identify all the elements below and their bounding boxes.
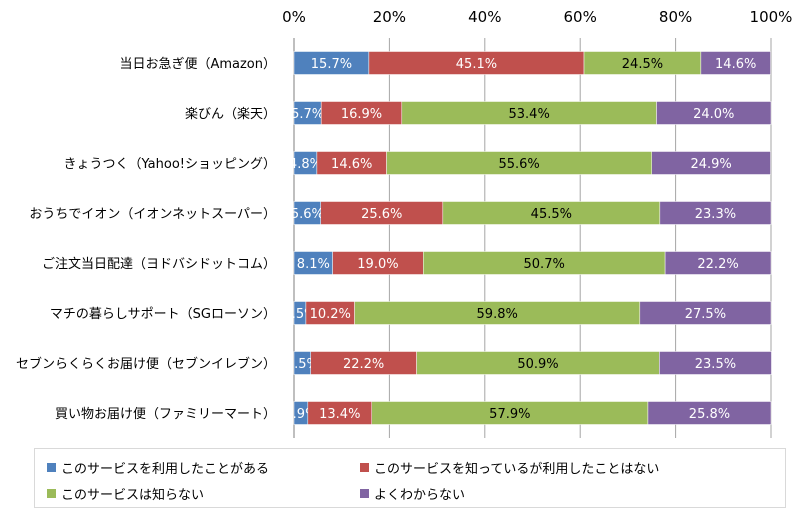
data-label: 15.7% <box>311 57 352 72</box>
data-label: 53.4% <box>509 107 550 122</box>
data-label: 10.2% <box>310 307 351 322</box>
category-label: きょうつく（Yahoo!ショッピング） <box>64 157 276 172</box>
bar-segment <box>700 51 771 75</box>
legend-item-not-sure: よくわからない <box>360 484 465 503</box>
bar-segment <box>647 401 772 425</box>
legend-item-used: このサービスを利用したことがある <box>47 458 269 477</box>
legend-swatch-unknown <box>47 489 56 498</box>
x-tick-label: 40% <box>468 8 501 26</box>
legend-item-unknown: このサービスは知らない <box>47 484 204 503</box>
data-label: 55.6% <box>498 157 539 172</box>
legend-swatch-used <box>47 463 56 472</box>
bar-segment <box>639 301 772 325</box>
data-label: 4.8% <box>289 157 322 172</box>
x-tick-label: 20% <box>373 8 406 26</box>
bar-segment <box>659 201 772 225</box>
data-label: 14.6% <box>715 57 756 72</box>
data-label: 45.5% <box>531 207 572 222</box>
legend-swatch-known-not-used <box>360 463 369 472</box>
legend-item-known-not-used: このサービスを知っているが利用したことはない <box>360 458 659 477</box>
x-tick-label: 60% <box>564 8 597 26</box>
data-label: 45.1% <box>456 57 497 72</box>
legend-swatch-not-sure <box>360 489 369 498</box>
category-label: 買い物お届け便（ファミリーマート） <box>55 407 276 422</box>
data-label: 25.6% <box>361 207 402 222</box>
data-label: 24.5% <box>622 57 663 72</box>
data-label: 5.6% <box>291 207 324 222</box>
category-label: おうちでイオン（イオンネットスーパー） <box>29 207 276 222</box>
data-label: 16.9% <box>341 107 382 122</box>
chart-legend: このサービスを利用したことがある このサービスを知っているが利用したことはない … <box>34 448 786 508</box>
legend-label-known-not-used: このサービスを知っているが利用したことはない <box>374 462 660 477</box>
data-label: 27.5% <box>685 307 726 322</box>
bar-segment <box>664 251 772 275</box>
category-label: 楽びん（楽天） <box>185 106 276 122</box>
data-label: 50.7% <box>524 257 565 272</box>
stacked-bar-chart: 0% 20% 40% 60% 80% 100% 当日お急ぎ便（Amazon） 15.7% 45.… <box>16 8 793 438</box>
data-label: 24.0% <box>693 107 734 122</box>
category-label: マチの暮らしサポート（SGローソン） <box>50 307 276 322</box>
data-label: 50.9% <box>517 357 558 372</box>
data-label: 5.7% <box>291 107 324 122</box>
data-label: 13.4% <box>319 407 360 422</box>
legend-label-unknown: このサービスは知らない <box>61 488 205 503</box>
category-label: 当日お急ぎ便（Amazon） <box>119 57 276 72</box>
x-tick-label: 0% <box>282 8 306 26</box>
x-tick-label: 100% <box>750 8 793 26</box>
data-label: 24.9% <box>690 157 731 172</box>
data-label: 22.2% <box>697 257 738 272</box>
legend-label-used: このサービスを利用したことがある <box>61 462 270 477</box>
data-label: 25.8% <box>689 407 730 422</box>
data-label: 23.5% <box>695 357 736 372</box>
x-tick-label: 80% <box>659 8 692 26</box>
data-label: 57.9% <box>489 407 530 422</box>
bar-segment <box>656 101 772 125</box>
legend-label-not-sure: よくわからない <box>374 488 466 503</box>
data-label: 19.0% <box>357 257 398 272</box>
category-label: ご注文当日配達（ヨドバシドットコム） <box>42 256 276 272</box>
bar-segment <box>651 151 771 175</box>
data-label: 14.6% <box>331 157 372 172</box>
data-label: 23.3% <box>695 207 736 222</box>
category-label: セブンらくらくお届け便（セブンイレブン） <box>16 356 276 372</box>
bar-segment <box>659 351 772 375</box>
data-label: 59.8% <box>477 307 518 322</box>
data-label: 8.1% <box>297 257 330 272</box>
data-label: 22.2% <box>343 357 384 372</box>
